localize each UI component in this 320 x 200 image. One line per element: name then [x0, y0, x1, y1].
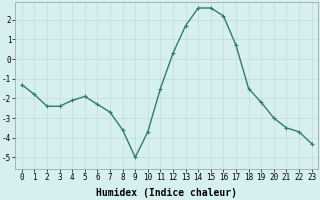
- X-axis label: Humidex (Indice chaleur): Humidex (Indice chaleur): [96, 188, 237, 198]
